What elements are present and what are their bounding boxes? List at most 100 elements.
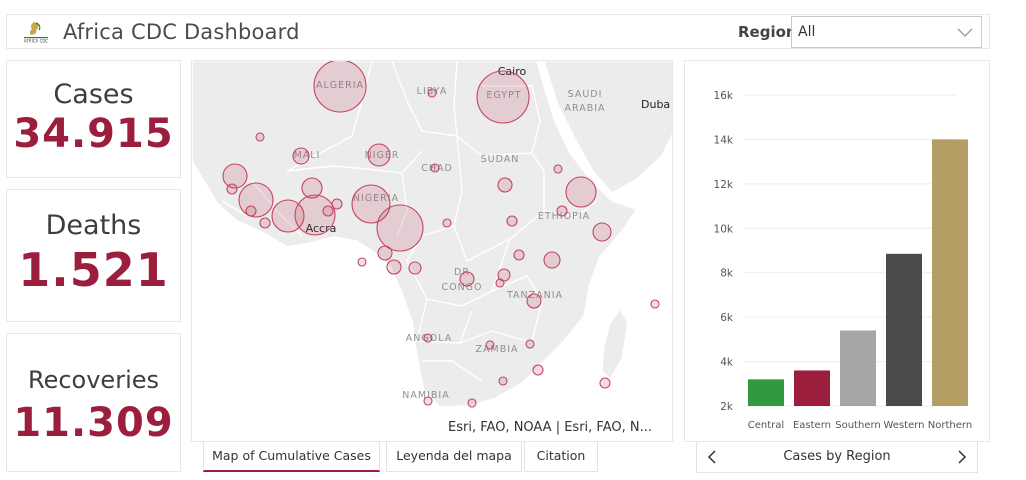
chevron-right-icon[interactable]: [956, 449, 968, 465]
case-marker[interactable]: [423, 333, 433, 343]
map-label-congo: CONGO: [441, 282, 482, 293]
case-marker[interactable]: [313, 61, 367, 113]
chart-y-tick-label: 4k: [720, 357, 734, 369]
bar-chart-canvas: 2k 4k 6k 8k 10k 12k 14k 16k Central Eastern South…: [714, 90, 973, 431]
chart-bar-northern[interactable]: [932, 139, 968, 406]
chart-y-tick-label: 2k: [720, 401, 734, 413]
case-marker[interactable]: [543, 251, 561, 269]
chart-x-tick-label: Southern: [835, 420, 881, 431]
case-marker[interactable]: [423, 396, 433, 406]
chart-x-ticks: Central Eastern Southern Western Northern: [748, 420, 972, 431]
case-marker[interactable]: [506, 215, 518, 227]
map-label-mali: MALI: [294, 150, 321, 161]
case-marker[interactable]: [513, 249, 525, 261]
cases-value: 34.915: [13, 111, 174, 157]
case-marker[interactable]: [259, 217, 271, 229]
chart-nav-label: Cases by Region: [783, 449, 891, 464]
case-marker[interactable]: [497, 177, 513, 193]
cases-by-region-chart: 2k 4k 6k 8k 10k 12k 14k 16k Central Eastern South…: [684, 60, 990, 442]
case-marker[interactable]: [226, 183, 238, 195]
map-label-saudi: SAUDI: [568, 89, 603, 100]
tab-citation[interactable]: Citation: [524, 442, 598, 472]
case-marker[interactable]: [238, 182, 274, 218]
map-label-nigeria: NIGERIA: [353, 193, 399, 204]
case-marker[interactable]: [442, 218, 452, 228]
case-marker[interactable]: [245, 205, 257, 217]
case-marker[interactable]: [556, 205, 568, 217]
case-marker[interactable]: [351, 184, 391, 224]
case-marker[interactable]: [467, 398, 477, 408]
case-marker[interactable]: [485, 340, 495, 350]
chart-y-tick-label: 6k: [720, 312, 734, 324]
africa-cdc-logo: AFRICA CDC: [24, 22, 48, 44]
case-marker[interactable]: [222, 163, 248, 189]
chart-bar-western[interactable]: [886, 253, 922, 406]
case-marker[interactable]: [498, 376, 508, 386]
chart-bar-southern[interactable]: [840, 330, 876, 406]
region-select[interactable]: All: [791, 16, 982, 48]
case-marker[interactable]: [592, 222, 612, 242]
case-markers[interactable]: [222, 61, 660, 408]
cases-map[interactable]: ALGERIA LIBYA EGYPT SAUDI ARABIA MALI NI…: [191, 60, 673, 442]
chart-x-tick-label: Northern: [928, 420, 972, 431]
case-marker[interactable]: [650, 299, 660, 309]
case-marker[interactable]: [377, 245, 393, 261]
chart-x-tick-label: Eastern: [793, 420, 831, 431]
chart-bar-central[interactable]: [748, 379, 784, 406]
case-marker[interactable]: [301, 177, 323, 199]
map-label-sudan: SUDAN: [481, 154, 520, 165]
map-label-tanzania: TANZANIA: [506, 290, 563, 301]
case-marker[interactable]: [430, 163, 440, 173]
case-marker[interactable]: [427, 88, 437, 98]
case-marker[interactable]: [565, 176, 597, 208]
chart-x-tick-label: Central: [748, 420, 784, 431]
map-label-chad: CHAD: [421, 163, 453, 174]
case-marker[interactable]: [525, 339, 535, 349]
case-marker[interactable]: [357, 257, 367, 267]
case-marker[interactable]: [292, 147, 310, 165]
map-label-angola: ANGOLA: [406, 333, 452, 344]
chart-y-tick-label: 10k: [714, 223, 734, 235]
tab-leyenda-del-mapa[interactable]: Leyenda del mapa: [386, 442, 522, 472]
chart-bar-eastern[interactable]: [794, 370, 830, 406]
deaths-value: 1.521: [18, 243, 169, 297]
case-marker[interactable]: [294, 194, 336, 236]
map-label-niger: NIGER: [365, 150, 400, 161]
tab-map-of-cumulative-cases[interactable]: Map of Cumulative Cases: [203, 442, 380, 472]
case-marker[interactable]: [599, 377, 611, 389]
recoveries-label: Recoveries: [27, 366, 159, 394]
map-attribution[interactable]: Esri, FAO, NOAA | Esri, FAO, N...: [446, 420, 654, 435]
cases-label: Cases: [53, 79, 134, 110]
case-marker[interactable]: [495, 278, 505, 288]
case-marker[interactable]: [386, 259, 402, 275]
case-marker[interactable]: [532, 364, 544, 376]
dashboard-header: AFRICA CDC Africa CDC Dashboard Region A…: [6, 14, 990, 49]
chart-navigation: Cases by Region: [696, 442, 978, 473]
case-marker[interactable]: [255, 132, 265, 142]
map-label-ethiopia: ETHIOPIA: [538, 211, 590, 222]
case-marker[interactable]: [526, 293, 542, 309]
map-label-dubai: Duba: [641, 98, 670, 111]
map-label-egypt: EGYPT: [486, 90, 521, 101]
deaths-card: Deaths 1.521: [6, 189, 181, 322]
madagascar-landmass: [601, 307, 629, 380]
chevron-left-icon[interactable]: [706, 449, 718, 465]
region-filter-label: Region: [738, 23, 797, 41]
chart-bars[interactable]: [748, 139, 968, 406]
case-marker[interactable]: [376, 204, 424, 252]
case-marker[interactable]: [459, 271, 475, 287]
chart-y-tick-label: 16k: [714, 90, 734, 102]
map-label-namibia: NAMIBIA: [402, 390, 449, 401]
case-marker[interactable]: [322, 205, 334, 217]
map-label-algeria: ALGERIA: [316, 80, 364, 91]
chart-x-tick-label: Western: [883, 420, 924, 431]
arabia-landmass: [543, 61, 672, 194]
case-marker[interactable]: [476, 70, 530, 124]
map-canvas[interactable]: ALGERIA LIBYA EGYPT SAUDI ARABIA MALI NI…: [192, 61, 673, 442]
africa-landmass: [192, 61, 639, 408]
chart-y-tick-label: 12k: [714, 179, 734, 191]
case-marker[interactable]: [553, 164, 563, 174]
case-marker[interactable]: [408, 261, 422, 275]
cases-card: Cases 34.915: [6, 60, 181, 178]
case-marker[interactable]: [367, 143, 391, 167]
